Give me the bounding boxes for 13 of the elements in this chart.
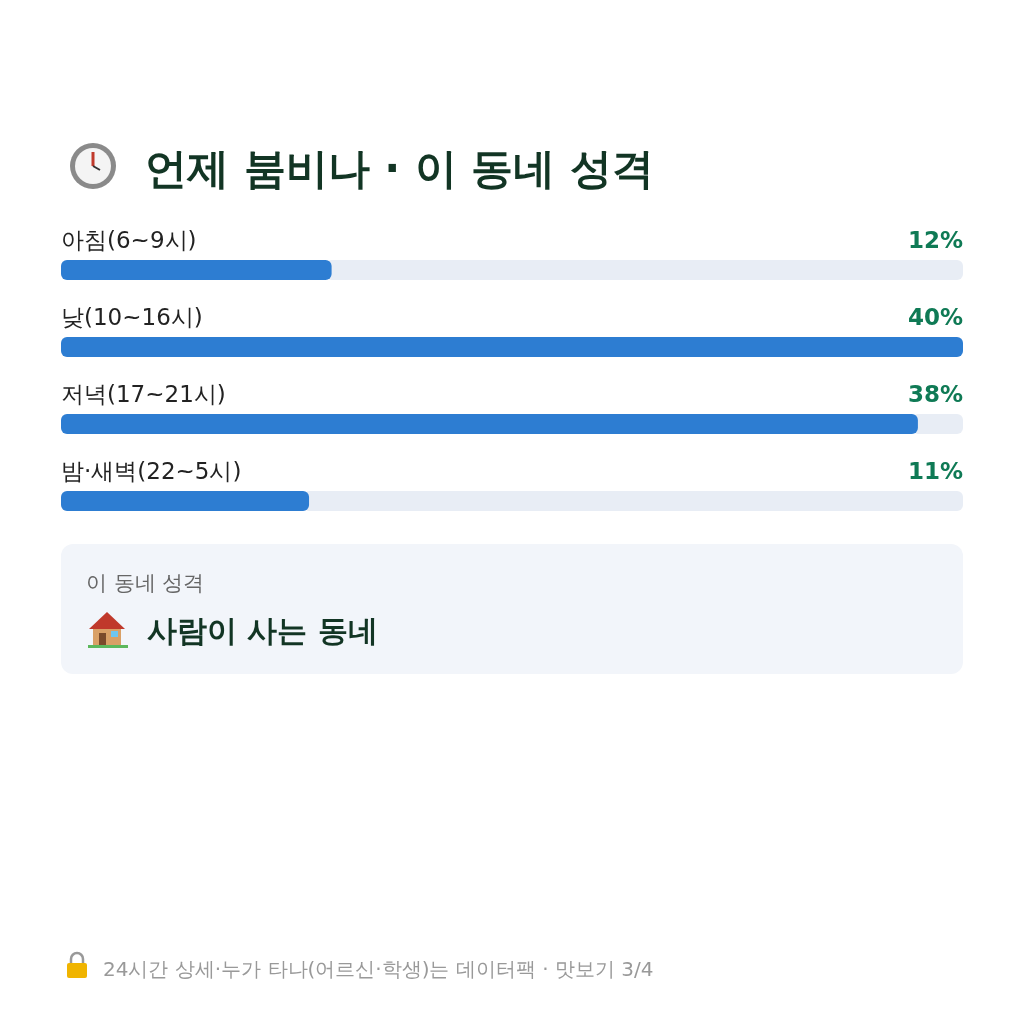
data-label: 11% (907, 458, 963, 484)
data-label: 40% (907, 304, 963, 330)
data-label: 12% (907, 227, 963, 253)
y-tick-label: 밤·새벽(22~5시) (61, 458, 242, 484)
chart-title: 언제 붐비나 · 이 동네 성격 (145, 144, 655, 193)
y-tick-label: 저녁(17~21시) (61, 381, 226, 407)
text: 이 동네 성격 (86, 571, 205, 595)
y-tick-label: 아침(6~9시) (61, 227, 197, 253)
data-label: 38% (907, 381, 963, 407)
bar (61, 337, 963, 357)
text: 사람이 사는 동네 (147, 613, 378, 648)
y-tick-label: 낮(10~16시) (61, 304, 203, 330)
text: 24시간 상세·누가 타나(어르신·학생)는 데이터팩 · 맛보기 3/4 (103, 957, 654, 981)
